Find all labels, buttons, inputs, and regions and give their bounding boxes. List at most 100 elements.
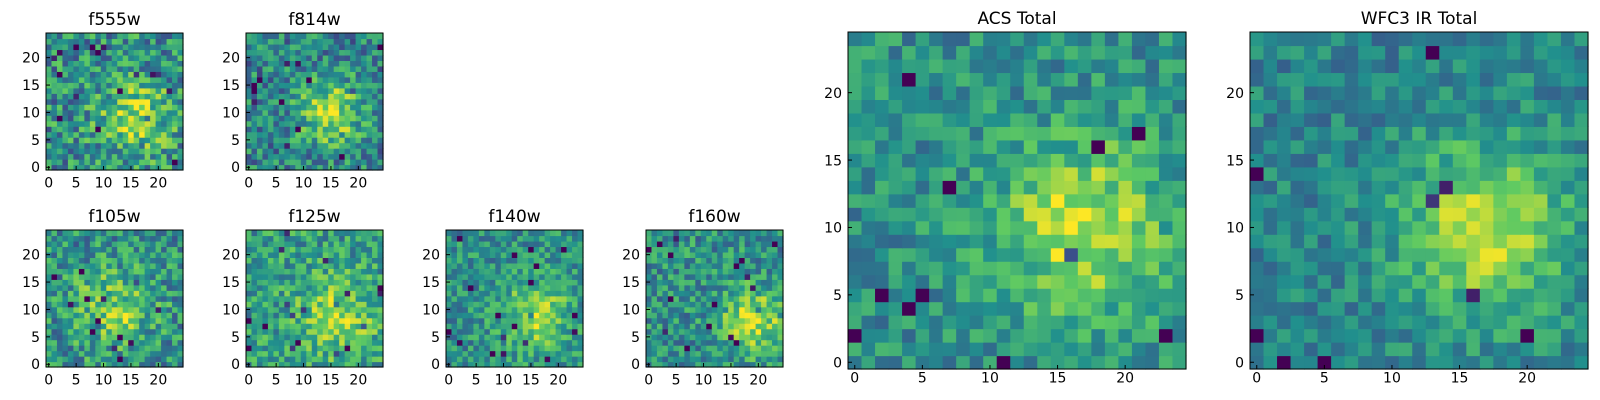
panel-f555w-cell [128,65,135,72]
panel-f160w-cell [667,246,674,253]
panel-f125w-cell [322,350,329,357]
panel-f125w-cell [300,323,307,330]
panel-acs-total-cell [1118,58,1133,74]
panel-f140w-cell [517,317,524,324]
panel-f105w-cell [139,295,146,302]
panel-f814w-frame [245,32,384,171]
panel-f814w-cell [295,98,302,105]
panel-f140w-cell [462,317,469,324]
panel-acs-total-cell [983,288,998,303]
panel-acs-total-cell [929,355,944,370]
panel-f814w-cell [262,60,269,67]
panel-wfc3-ir-total-cell [1304,342,1319,357]
panel-f160w-cell [673,306,680,313]
panel-wfc3-ir-total-cell [1250,207,1265,222]
panel-f814w-cell [322,43,329,51]
panel-f125w-cell [361,235,368,242]
panel-wfc3-ir-total-cell [1506,328,1521,343]
panel-f555w-cell [122,142,129,149]
panel-f140w-cell [577,334,584,341]
panel-f140w-cell [473,301,480,308]
panel-f140w-cell [489,240,496,248]
panel-f105w-cell [46,317,53,324]
panel-f555w-cell [166,93,173,100]
panel-f160w-cell [662,268,669,275]
panel-wfc3-ir-total-cell [1506,288,1521,303]
panel-f160w-cell [673,312,680,319]
panel-f555w-cell [172,43,179,51]
panel-f125w-cell [372,339,379,346]
panel-acs-total-cell [1158,315,1174,330]
panel-wfc3-ir-total-cell [1506,180,1521,195]
panel-wfc3-ir-total-cell [1412,274,1427,289]
panel-f105w-cell [100,323,107,330]
panel-f125w-cell [273,262,280,269]
panel-f140w-cell [528,279,535,286]
panel-acs-total-cell [1118,220,1133,235]
panel-f105w-cell [144,273,151,280]
panel-f125w-cell [372,334,379,341]
panel-wfc3-ir-total-cell [1412,247,1427,262]
panel-wfc3-ir-total-cell [1425,220,1440,235]
panel-f125w-cell [377,328,384,335]
panel-wfc3-ir-total-cell [1304,328,1319,343]
panel-f125w-cell [322,345,329,352]
panel-f140w-cell [484,339,491,346]
panel-f814w-cell [372,126,379,133]
panel-f140w-cell [506,262,513,269]
panel-f125w-cell [322,323,329,330]
panel-f160w-cell [656,257,664,264]
panel-acs-total-cell [956,72,971,87]
panel-f105w-cell [117,235,124,242]
panel-f125w-cell [246,301,253,308]
panel-acs-total-cell [1104,288,1119,303]
panel-wfc3-ir-total-cell [1560,220,1576,235]
panel-acs-total-ytick-label: 10 [824,221,842,237]
panel-f105w-cell [84,251,91,258]
panel-f105w-cell [161,273,168,280]
panel-f105w-cell [133,317,140,324]
panel-f814w-cell [350,109,357,116]
panel-f814w-cell [284,120,291,127]
panel-f105w-cell [100,246,107,253]
panel-f814w-cell [372,60,379,67]
panel-acs-total-cell [1104,207,1119,222]
panel-f814w-cell [355,76,362,83]
panel-f125w-cell [262,262,269,269]
panel-f160w-cell [656,246,664,253]
panel-f160w-cell [662,328,669,335]
panel-wfc3-ir-total-cell [1344,355,1359,370]
panel-wfc3-ir-total-cell [1250,328,1265,343]
panel-f105w-cell [89,306,96,313]
panel-wfc3-ir-total-cell [1425,342,1440,357]
panel-f814w-cell [256,120,264,127]
panel-acs-total-cell [861,261,876,276]
panel-f160w-cell [673,235,680,242]
panel-wfc3-ir-total-cell [1290,220,1305,235]
panel-f160w-cell [662,339,669,346]
panel-f814w-cell [306,120,313,127]
panel-f140w-cell [451,350,458,357]
panel-f814w-cell [333,93,340,100]
panel-f125w-cell [256,240,264,248]
panel-f105w-cell [177,334,184,341]
panel-f140w-cell [561,295,568,302]
panel-f160w-cell [689,284,696,291]
panel-f160w-cell [684,268,691,275]
panel-f555w-cell [106,54,113,61]
panel-f105w-cell [139,240,146,248]
panel-f140w-cell [528,273,535,280]
panel-acs-total-cell [875,32,890,47]
panel-f125w-cell [322,312,329,319]
panel-f140w-cell [484,356,491,363]
panel-f125w-cell [273,301,280,308]
panel-acs-total-cell [983,274,998,289]
panel-wfc3-ir-total-cell [1398,139,1413,154]
panel-wfc3-ir-total-cell [1371,112,1386,127]
panel-wfc3-ir-total-cell [1560,193,1576,208]
panel-acs-total-cell [983,85,998,100]
panel-f814w-cell [289,60,296,67]
panel-f814w-cell [251,104,258,111]
panel-f555w-cell [139,131,146,138]
panel-acs-total-cell [1023,166,1038,181]
